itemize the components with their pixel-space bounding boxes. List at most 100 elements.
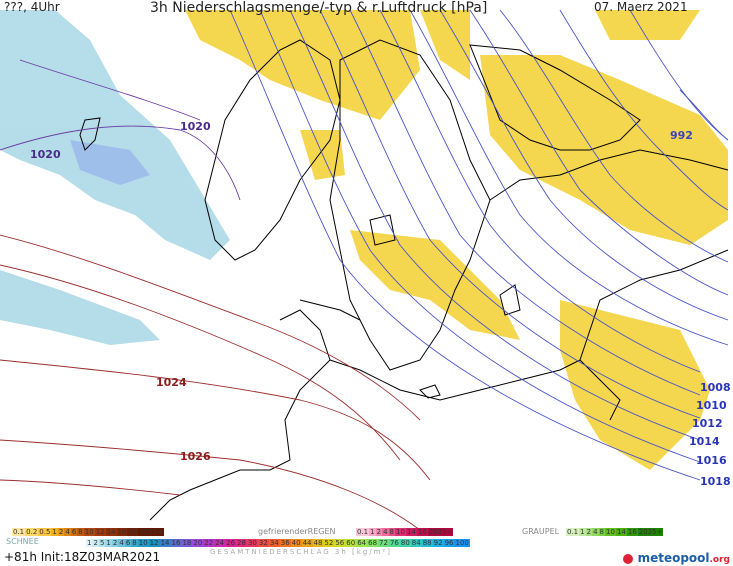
- isobars-mid: [0, 59, 241, 201]
- legend-swatch: 12: [148, 539, 160, 547]
- legend-swatch: 10: [83, 528, 95, 536]
- legend-swatch: 8: [388, 528, 396, 536]
- legend-swatch: 8: [598, 528, 606, 536]
- legend-swatch: 34: [268, 539, 280, 547]
- legend-swatch: 22: [203, 539, 215, 547]
- legend-freezing-label: gefrierenderREGEN: [258, 527, 336, 536]
- legend-swatch: 32: [257, 539, 269, 547]
- legend-swatch: 48: [312, 539, 324, 547]
- legend-snow: 1 2 5 1 2 4 6 8 10 12 14 16 18 20 22 24 26 28 30 32 34 36 40 44…: [86, 538, 470, 547]
- isobar-label: 1026: [180, 450, 211, 463]
- isobar-label: 1024: [156, 376, 187, 389]
- legend-swatch: 1: [51, 528, 58, 536]
- legend-swatch: 0.1: [566, 528, 580, 536]
- legend-swatch: 16: [416, 528, 428, 536]
- legend-swatch: 16: [626, 528, 638, 536]
- legend-swatch: 2: [92, 539, 99, 547]
- legend-swatch: 96: [443, 539, 455, 547]
- legend-graupel-label: GRAUPEL: [522, 527, 560, 536]
- legend-swatch: 2: [57, 528, 65, 536]
- isobar-label: 1018: [700, 475, 731, 488]
- map-title: 3h Niederschlagsmenge/-typ & r.Luftdruck…: [150, 0, 488, 16]
- legend-swatch: 4: [592, 528, 599, 536]
- legend-swatch: 4: [64, 528, 71, 536]
- legend-swatch: 1: [369, 528, 376, 536]
- legend-swatch: 72: [378, 539, 389, 547]
- legend-swatch: 76: [388, 539, 400, 547]
- legend-swatch: 4: [382, 528, 389, 536]
- brand-name: meteopool: [637, 551, 710, 565]
- legend-swatch: 1: [86, 539, 93, 547]
- snow-areas: [0, 10, 230, 345]
- legend-freezing: 0.1 1 2 4 8 10 14 16 2025+: [356, 527, 454, 536]
- legend-swatch: 16: [170, 539, 182, 547]
- isobars-low: [229, 9, 729, 481]
- legend-rain: 0.1 0.2 0.5 1 2 4 6 8 10 12 14 16 18 2025+: [12, 527, 165, 536]
- isobar-label: 992: [670, 129, 693, 142]
- legend-swatch: 4: [118, 539, 125, 547]
- legend-total-label: GESAMTNIEDERSCHLAG 3h [kg/m²]: [210, 548, 392, 556]
- isobar-label: 1020: [30, 148, 61, 161]
- legend-swatch: 20: [192, 539, 204, 547]
- brand: meteopool.org: [623, 551, 730, 565]
- legend-swatch: 18: [127, 528, 139, 536]
- legend-swatch: 30: [246, 539, 258, 547]
- legend-swatch: 44: [301, 539, 313, 547]
- legend-swatch: 26: [225, 539, 237, 547]
- legend-swatch: 0.1: [356, 528, 370, 536]
- legend-swatch: 18: [181, 539, 193, 547]
- legend-swatch: 28: [236, 539, 247, 547]
- map-date: 07. Maerz 2021: [594, 0, 688, 14]
- legend-swatch: 100: [454, 539, 470, 547]
- isobars-high: [0, 234, 431, 531]
- legend-swatch: 10: [137, 539, 149, 547]
- legend-swatch: 5: [98, 539, 106, 547]
- brand-tld: .org: [709, 555, 730, 565]
- legend-swatch: 12: [94, 528, 106, 536]
- legend-swatch: 1: [579, 528, 586, 536]
- legend-snow-label: SCHNEE: [6, 537, 39, 546]
- legend-swatch: 10: [395, 528, 406, 536]
- legend-swatch: 2025+: [637, 528, 664, 536]
- legend-swatch: 14: [159, 539, 171, 547]
- legend-swatch: 0.2: [25, 528, 39, 536]
- isobar-label: 1012: [692, 417, 723, 430]
- legend-swatch: 6: [70, 528, 78, 536]
- legend-swatch: 64: [356, 539, 368, 547]
- legend-swatch: 14: [105, 528, 117, 536]
- legend-swatch: 2: [111, 539, 119, 547]
- isobar-label: 1014: [689, 435, 720, 448]
- legend-graupel: 0.1 1 2 4 8 10 14 16 2025+: [566, 527, 664, 536]
- legend-swatch: 14: [615, 528, 627, 536]
- legend-swatch: 88: [421, 539, 433, 547]
- legend-swatch: 6: [124, 539, 132, 547]
- legend-swatch: 0.5: [38, 528, 52, 536]
- isobar-label: 1008: [700, 381, 731, 394]
- legend-swatch: 0.1: [12, 528, 26, 536]
- legend-swatch: 56: [334, 539, 346, 547]
- isobar-label: 1016: [696, 454, 727, 467]
- legend-swatch: 2: [375, 528, 383, 536]
- legend-swatch: 40: [290, 539, 302, 547]
- brand-icon: [623, 553, 634, 564]
- legend-swatch: 2: [585, 528, 593, 536]
- legend-swatch: 2025+: [427, 528, 454, 536]
- legend-swatch: 16: [116, 528, 128, 536]
- legend-swatch: 8: [131, 539, 138, 547]
- legend-swatch: 36: [279, 539, 291, 547]
- legend-swatch: 60: [345, 539, 357, 547]
- legend-swatch: 1: [105, 539, 112, 547]
- legend-swatch: 92: [432, 539, 444, 547]
- legend-swatch: 68: [367, 539, 379, 547]
- isobar-label: 1010: [696, 399, 727, 412]
- legend-swatch: 2025+: [138, 528, 165, 536]
- legend-swatch: 8: [77, 528, 84, 536]
- legend-swatch: 80: [399, 539, 411, 547]
- legend-swatch: 10: [605, 528, 616, 536]
- legend-swatch: 14: [405, 528, 417, 536]
- legend-swatch: 24: [214, 539, 226, 547]
- run-info: +81h Init:18Z03MAR2021: [4, 550, 161, 564]
- legend-swatch: 52: [323, 539, 335, 547]
- header-left: ???, 4Uhr: [4, 0, 60, 14]
